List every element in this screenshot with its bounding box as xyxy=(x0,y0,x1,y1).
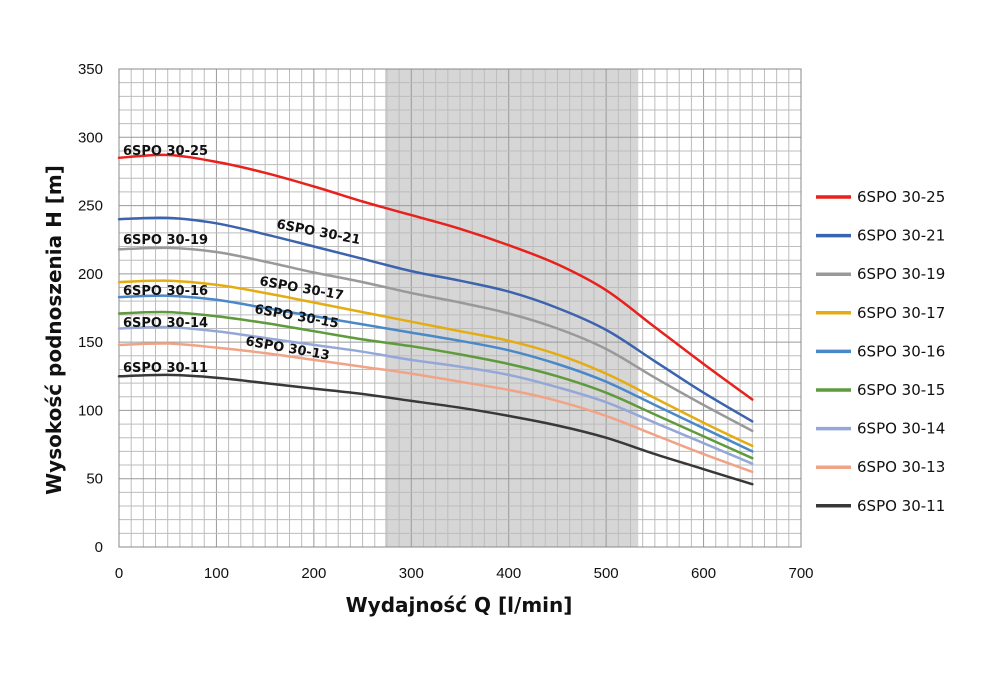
legend-entry: 6SPO 30-21 xyxy=(857,227,945,245)
legend-entry: 6SPO 30-11 xyxy=(857,497,945,515)
legend-entry: 6SPO 30-13 xyxy=(857,458,945,476)
legend-entry: 6SPO 30-14 xyxy=(857,420,945,438)
y-tick-label: 50 xyxy=(86,471,103,488)
recommended-range xyxy=(384,69,639,547)
x-tick-label: 600 xyxy=(691,565,716,582)
x-tick-label: 400 xyxy=(496,565,521,582)
legend-entry: 6SPO 30-17 xyxy=(857,304,945,322)
curve-label: 6SPO 30-25 xyxy=(123,144,208,159)
curve-label: 6SPO 30-14 xyxy=(123,316,208,331)
y-tick-label: 350 xyxy=(78,61,103,78)
y-tick-label: 200 xyxy=(78,266,103,283)
y-tick-label: 0 xyxy=(95,539,103,556)
y-tick-label: 150 xyxy=(78,334,103,351)
legend-entry: 6SPO 30-16 xyxy=(857,342,945,360)
legend-entry: 6SPO 30-25 xyxy=(857,188,945,206)
plot-frame xyxy=(118,68,802,548)
x-tick-label: 300 xyxy=(399,565,424,582)
x-tick-label: 700 xyxy=(788,565,813,582)
curve-6spo-30-25 xyxy=(117,153,754,401)
legend-entry: 6SPO 30-19 xyxy=(857,265,945,283)
curve-6spo-30-14 xyxy=(117,325,754,465)
curve-6spo-30-19 xyxy=(117,246,754,433)
x-tick-label: 500 xyxy=(594,565,619,582)
legend-entry: 6SPO 30-15 xyxy=(857,381,945,399)
curve-6spo-30-13 xyxy=(117,342,754,474)
x-tick-label: 100 xyxy=(204,565,229,582)
curve-6spo-30-21 xyxy=(117,216,754,423)
curve-label: 6SPO 30-11 xyxy=(123,361,208,376)
curve-6spo-30-16 xyxy=(117,294,754,453)
curve-6spo-30-17 xyxy=(117,279,754,448)
x-axis-title: Wydajność Q [l/min] xyxy=(346,593,573,617)
y-tick-label: 250 xyxy=(78,198,103,215)
curve-6spo-30-11 xyxy=(117,373,754,486)
curve-6spo-30-15 xyxy=(117,310,754,460)
curve-label: 6SPO 30-16 xyxy=(123,284,208,299)
curve-label: 6SPO 30-19 xyxy=(123,233,208,248)
x-tick-label: 0 xyxy=(115,565,123,582)
y-tick-label: 100 xyxy=(78,402,103,419)
y-tick-label: 300 xyxy=(78,129,103,146)
x-tick-label: 200 xyxy=(301,565,326,582)
y-axis-title: Wysokość podnoszenia H [m] xyxy=(42,165,66,495)
